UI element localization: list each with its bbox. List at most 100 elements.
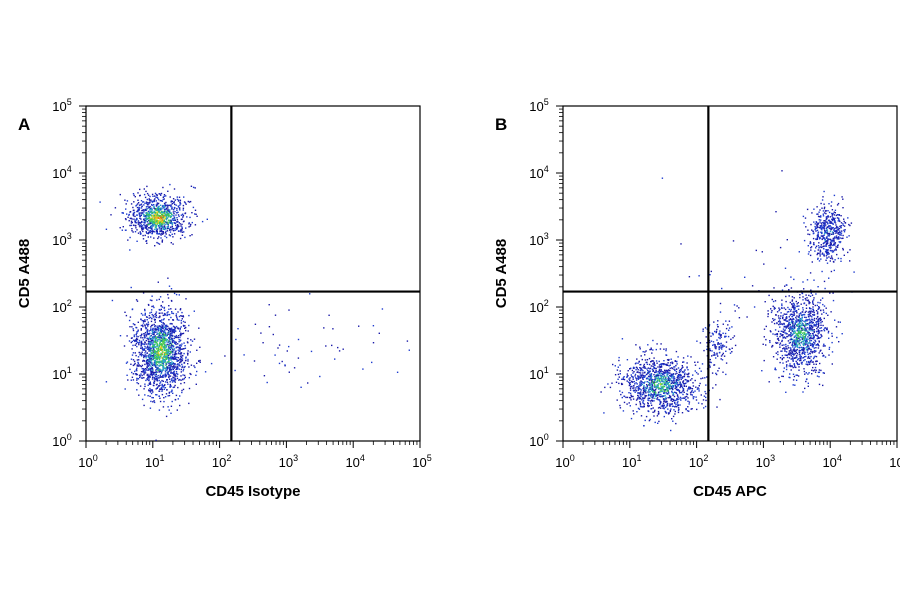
data-point-s1 [131, 308, 134, 310]
data-point-s0 [635, 377, 637, 379]
data-point-s0 [650, 361, 652, 363]
data-point-s0 [689, 386, 691, 388]
data-point-s1 [158, 377, 160, 379]
data-point-s1 [160, 308, 162, 311]
data-point-s0 [705, 399, 707, 402]
data-point-s0 [156, 196, 158, 199]
data-point-s1 [143, 360, 145, 362]
data-point-s0 [648, 384, 650, 386]
data-point-s2 [821, 335, 823, 337]
data-point-s0 [674, 387, 676, 390]
data-point-s1 [156, 336, 159, 338]
data-point-s0 [174, 211, 176, 213]
data-point-s1 [168, 305, 170, 307]
data-point-s0 [692, 385, 695, 387]
data-point-s0 [668, 379, 670, 381]
data-point-s0 [676, 385, 678, 388]
data-point-s0 [132, 214, 134, 216]
data-point-s1 [155, 316, 158, 319]
data-point-s1 [150, 372, 153, 374]
data-point-s0 [139, 221, 141, 224]
data-point-s2 [772, 305, 774, 307]
data-point-s2 [794, 344, 796, 346]
data-point-s1 [157, 377, 159, 379]
data-point-s2 [789, 314, 791, 316]
x-tick-label: 101 [145, 453, 164, 470]
data-point-s1 [167, 293, 169, 296]
data-point-s0 [639, 376, 641, 378]
data-point-s0 [191, 234, 193, 236]
data-point-s2 [817, 301, 819, 304]
data-point-s2 [812, 299, 815, 301]
data-point-s0 [125, 218, 127, 221]
data-point-s1 [152, 341, 154, 343]
data-point-s1 [716, 324, 719, 326]
data-point-s0 [151, 201, 154, 203]
data-point-s1 [179, 358, 181, 361]
data-point-s1 [187, 363, 189, 365]
data-point-s1 [158, 316, 160, 319]
data-point-s1 [170, 372, 172, 374]
data-point-s2 [787, 345, 789, 347]
data-point-s0 [639, 374, 642, 376]
y-tick-label: 105 [52, 97, 71, 114]
data-point-s0 [649, 378, 651, 380]
data-point-s0 [173, 222, 175, 224]
data-point-s2 [793, 327, 796, 329]
data-point-s0 [162, 227, 164, 230]
data-point-s0 [650, 404, 653, 406]
data-point-s1 [186, 341, 189, 343]
data-point-s1 [156, 333, 158, 335]
data-point-s2 [788, 342, 791, 344]
data-point-s0 [669, 374, 671, 377]
data-point-s1 [179, 349, 181, 351]
data-point-s2 [841, 333, 843, 335]
data-point-s1 [133, 334, 135, 336]
data-point-s0 [648, 399, 650, 402]
data-point-s0 [133, 194, 135, 197]
data-point-s0 [687, 369, 689, 371]
data-point-s0 [172, 227, 174, 230]
data-point-s0 [146, 225, 148, 227]
data-point-s2 [807, 342, 810, 344]
data-point-s2 [795, 379, 798, 381]
data-point-s0 [151, 204, 153, 207]
data-point-s1 [148, 330, 151, 332]
data-point-s0 [150, 236, 152, 238]
data-point-s1 [155, 340, 157, 342]
data-point-s1 [210, 362, 213, 365]
data-point-s2 [802, 329, 804, 331]
data-point-s2 [798, 321, 801, 323]
data-point-s0 [648, 394, 650, 396]
data-point-s0 [662, 373, 664, 376]
data-point-s1 [720, 334, 722, 336]
data-point-s1 [146, 367, 148, 369]
data-point-s2 [818, 383, 821, 386]
data-point-s1 [156, 371, 158, 373]
data-point-s1 [166, 367, 169, 369]
data-point-s0 [180, 228, 182, 231]
data-point-s0 [162, 231, 164, 233]
data-point-s1 [179, 330, 181, 332]
data-point-s1 [183, 362, 185, 364]
data-point-s1 [145, 327, 148, 329]
data-point-s0 [681, 365, 683, 367]
data-point-s0 [652, 360, 655, 362]
data-point-s0 [697, 387, 699, 389]
data-point-s2 [814, 355, 816, 357]
data-point-s2 [798, 369, 800, 371]
data-point-s1 [718, 336, 720, 339]
data-point-s0 [146, 217, 148, 220]
data-point-s1 [134, 352, 136, 354]
data-point-s0 [647, 389, 650, 391]
data-point-s0 [134, 221, 137, 223]
data-point-s2 [801, 338, 804, 341]
data-point-s0 [659, 371, 661, 374]
data-point-s2 [820, 369, 822, 372]
data-point-s0 [663, 398, 665, 400]
data-point-s0 [165, 204, 167, 207]
data-point-s1 [156, 378, 158, 381]
data-point-s2 [783, 344, 785, 346]
data-point-s2 [802, 349, 804, 351]
data-point-s0 [656, 362, 658, 364]
